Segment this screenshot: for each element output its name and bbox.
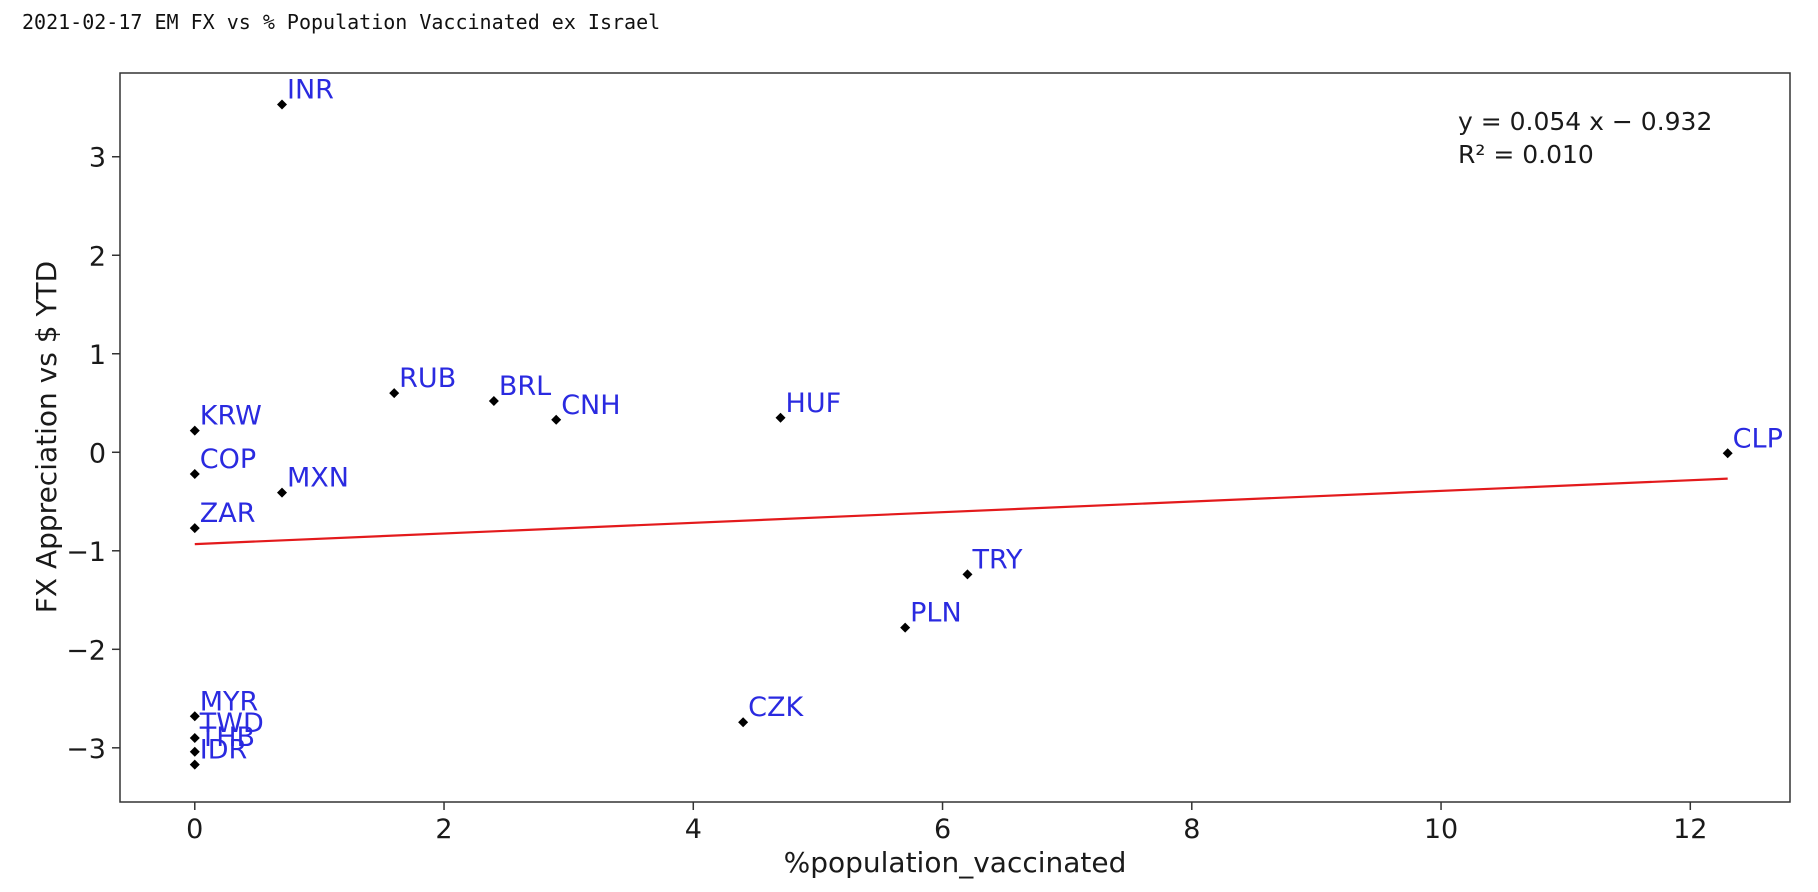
data-point-pln — [900, 622, 911, 633]
data-label-thb: THB — [199, 722, 255, 753]
data-point-inr — [277, 99, 288, 110]
data-point-zar — [189, 523, 200, 534]
data-label-twd: TWD — [199, 708, 264, 739]
y-tick-label: 1 — [89, 340, 106, 371]
data-label-zar: ZAR — [200, 498, 256, 529]
data-point-idr — [189, 759, 200, 770]
data-label-try: TRY — [971, 544, 1023, 575]
data-points: INR RUB BRL CNH HUF KRW CLP COP MXN ZAR TRY PLN MYR C… — [189, 75, 1783, 770]
data-label-brl: BRL — [499, 371, 551, 402]
data-point-try — [962, 569, 973, 580]
data-point-krw — [189, 425, 200, 436]
y-tick-label: 0 — [89, 438, 106, 469]
data-point-mxn — [277, 487, 288, 498]
y-axis-label: FX Appreciation vs $ YTD — [30, 261, 63, 613]
data-label-clp: CLP — [1733, 423, 1783, 454]
x-tick-label: 4 — [685, 814, 702, 845]
data-label-mxn: MXN — [287, 463, 349, 494]
y-tick-label: −3 — [66, 734, 106, 765]
data-label-krw: KRW — [200, 401, 262, 432]
plot-frame — [119, 72, 1791, 803]
x-tick-label: 12 — [1673, 814, 1707, 845]
x-axis-label: %population_vaccinated — [784, 846, 1127, 879]
data-label-cnh: CNH — [561, 390, 620, 421]
data-point-cop — [189, 468, 200, 479]
data-label-inr: INR — [287, 75, 334, 106]
y-tick-label: −2 — [66, 635, 106, 666]
regression-line — [194, 477, 1728, 546]
data-point-cnh — [551, 414, 562, 425]
data-point-huf — [775, 412, 786, 423]
x-tick-label: 6 — [934, 814, 951, 845]
data-point-czk — [738, 717, 749, 728]
data-label-cop: COP — [200, 444, 256, 475]
data-point-myr — [189, 711, 200, 722]
data-point-twd — [189, 732, 200, 743]
data-label-idr: IDR — [200, 735, 248, 766]
data-label-czk: CZK — [748, 692, 804, 723]
data-point-thb — [189, 746, 200, 757]
page-title: 2021-02-17 EM FX vs % Population Vaccina… — [22, 10, 661, 34]
data-label-pln: PLN — [910, 598, 962, 629]
data-label-rub: RUB — [399, 363, 456, 394]
x-tick-label: 0 — [186, 814, 203, 845]
data-point-clp — [1722, 448, 1733, 459]
y-tick-label: 3 — [89, 143, 106, 174]
data-point-brl — [488, 396, 499, 407]
y-tick-label: 2 — [89, 241, 106, 272]
x-tick-label: 10 — [1424, 814, 1458, 845]
data-label-huf: HUF — [786, 388, 842, 419]
regression-equation: y = 0.054 x − 0.932 — [1458, 107, 1712, 136]
x-tick-label: 2 — [435, 814, 452, 845]
y-tick-label: −1 — [66, 537, 106, 568]
data-point-rub — [389, 388, 400, 399]
regression-r2: R² = 0.010 — [1458, 140, 1594, 169]
x-tick-label: 8 — [1183, 814, 1200, 845]
data-label-myr: MYR — [200, 686, 259, 717]
